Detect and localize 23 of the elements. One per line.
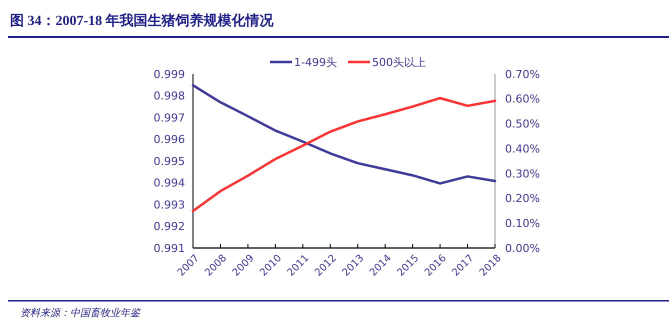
- y-tick-label: 0.992: [154, 220, 185, 234]
- y-tick-label: 0.999: [154, 68, 185, 81]
- y-tick-label: 0.997: [154, 111, 185, 124]
- line-series: [192, 96, 496, 212]
- y-tick-label: 0.996: [154, 133, 185, 146]
- y2-tick-label: 0.40%: [505, 142, 540, 156]
- y2-tick-label: 0.30%: [505, 167, 540, 180]
- y2-tick-label: 0.50%: [505, 118, 540, 131]
- y-tick-label: 0.994: [154, 176, 185, 190]
- legend-label: 1-499头: [294, 56, 337, 69]
- y-tick-label: 0.991: [154, 242, 185, 255]
- y2-tick-label: 0.10%: [505, 216, 540, 230]
- y-tick-label: 0.993: [154, 198, 185, 212]
- text: 资料来源：中国畜牧业年鉴: [20, 307, 142, 319]
- y-tick-label: 0.995: [154, 154, 185, 168]
- y2-tick-label: 0.20%: [505, 192, 540, 206]
- legend-label: 500头以上: [372, 56, 426, 69]
- line-series: [192, 84, 496, 185]
- y2-tick-label: 0.00%: [505, 242, 540, 255]
- y2-tick-label: 0.60%: [505, 92, 540, 106]
- chart-title: 图 34：2007-18 年我国生猪饲养规模化情况: [10, 12, 275, 29]
- y-tick-label: 0.998: [154, 90, 185, 103]
- y2-tick-label: 0.70%: [505, 68, 540, 81]
